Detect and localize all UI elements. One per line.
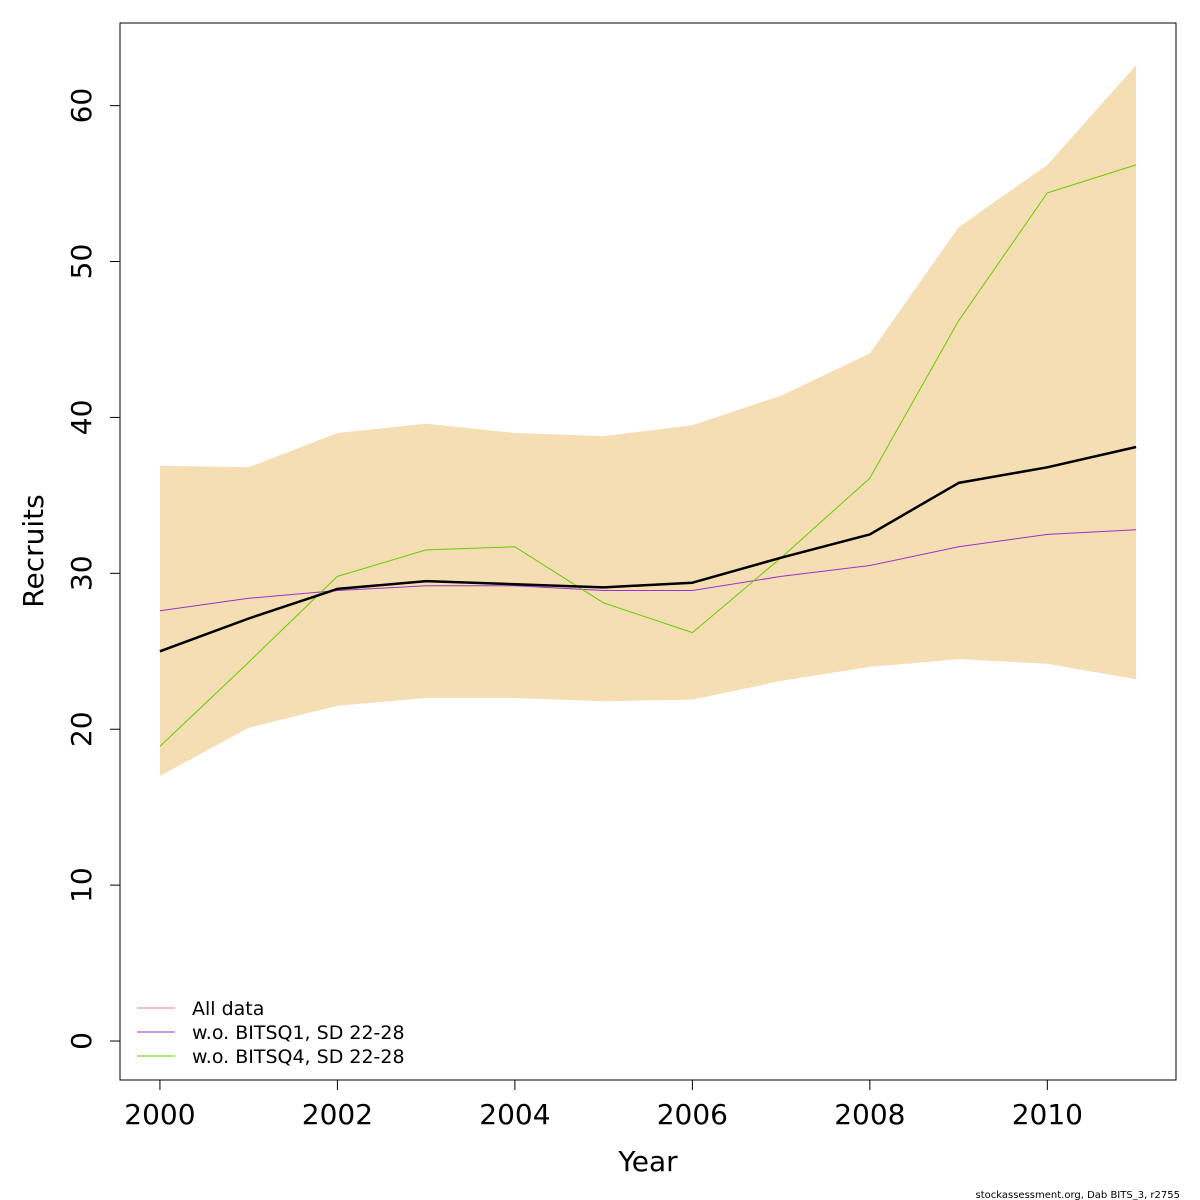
legend-entry: All data	[137, 998, 264, 1020]
y-tick-label: 0	[65, 1032, 98, 1050]
confidence-band	[159, 65, 1137, 777]
x-axis-title: Year	[617, 1145, 678, 1178]
y-axis-title: Recruits	[17, 494, 50, 607]
x-axis: 2000 2002 2004 2006 2008 2010	[124, 1079, 1083, 1131]
x-tick-label: 2002	[302, 1098, 373, 1131]
y-tick-label: 30	[65, 555, 98, 591]
legend-entry: w.o. BITSQ4, SD 22-28	[137, 1046, 405, 1068]
y-tick-label: 20	[65, 711, 98, 747]
legend-label: All data	[192, 998, 264, 1020]
footer-credit: stockassessment.org, Dab BITS_3, r2755	[976, 1190, 1180, 1200]
legend-label: w.o. BITSQ4, SD 22-28	[192, 1046, 405, 1068]
y-tick-label: 40	[65, 400, 98, 436]
x-tick-label: 2000	[124, 1098, 195, 1131]
series-line-w-o-bitsq4-sd-22-28	[159, 164, 1137, 747]
y-tick-label: 60	[65, 88, 98, 124]
y-axis: 0 10 20 30 40 50 60	[65, 88, 121, 1050]
x-tick-label: 2004	[479, 1098, 550, 1131]
legend-entry: w.o. BITSQ1, SD 22-28	[137, 1022, 405, 1044]
x-tick-label: 2006	[657, 1098, 728, 1131]
legend-label: w.o. BITSQ1, SD 22-28	[192, 1022, 405, 1044]
x-tick-label: 2010	[1012, 1098, 1083, 1131]
y-tick-label: 10	[65, 867, 98, 903]
x-tick-label: 2008	[834, 1098, 905, 1131]
series-line-all-data	[159, 445, 1137, 653]
series-line-w-o-bitsq1-sd-22-28	[159, 529, 1137, 612]
y-tick-label: 50	[65, 244, 98, 280]
series-layer	[159, 164, 1137, 747]
confidence-band-layer	[159, 65, 1137, 777]
